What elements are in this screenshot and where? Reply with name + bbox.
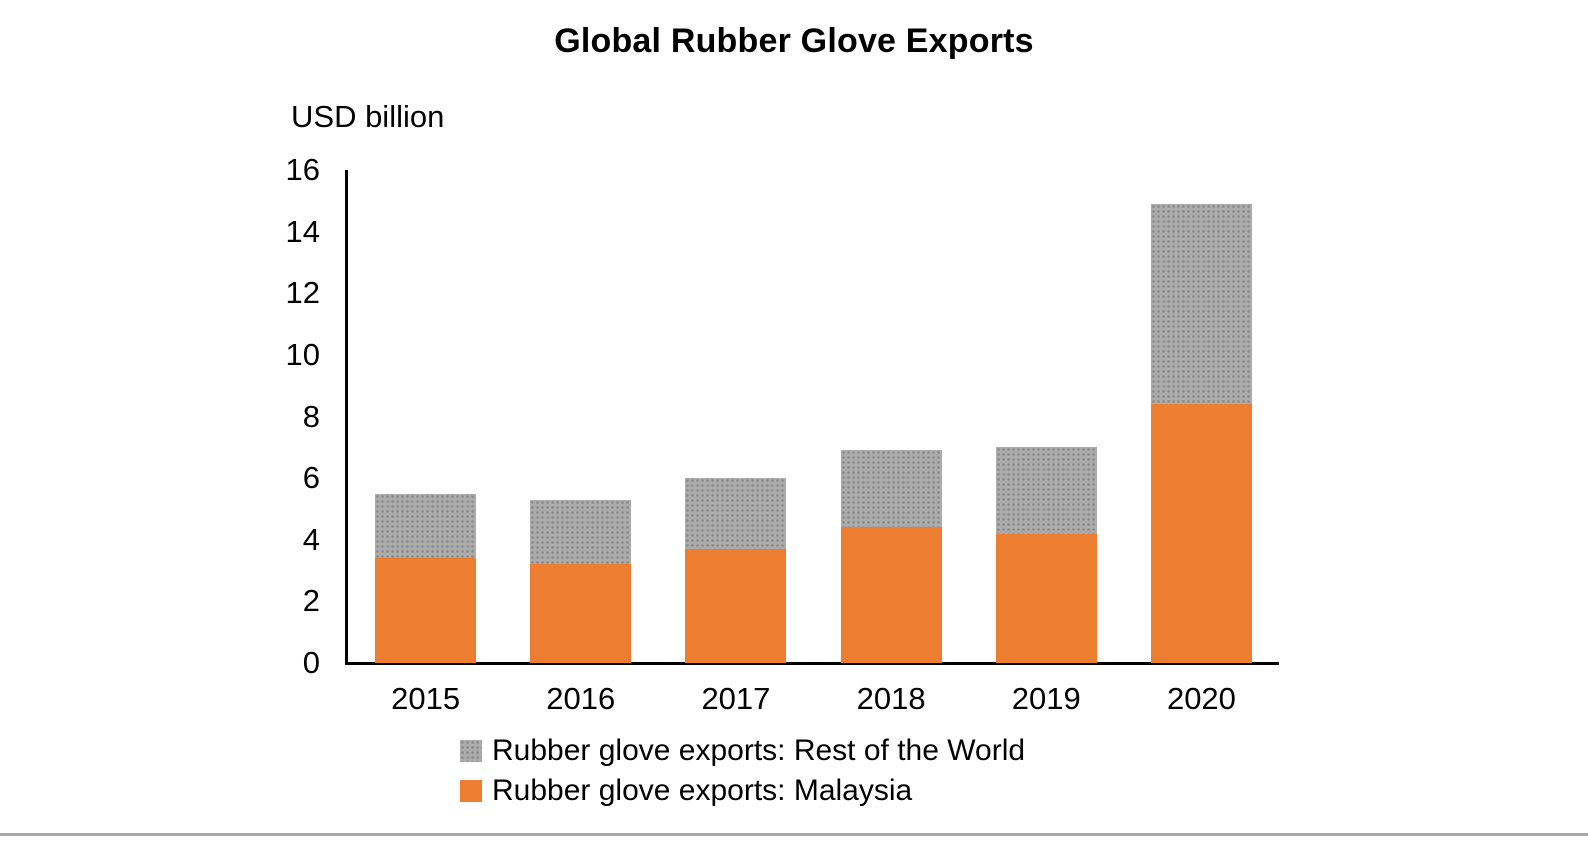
plot-area: 0 2 4 6 8 10 12 14 16 2015 2016 2017 2018 2019 2020 — [286, 152, 1279, 716]
legend-swatch-icon — [460, 780, 482, 802]
chart-title: Global Rubber Glove Exports — [554, 22, 1034, 60]
bar-slot-2015 — [348, 170, 503, 663]
bar-2015 — [375, 493, 477, 663]
bar-segment-2017-rest-of-world — [685, 478, 787, 549]
x-label-2015: 2015 — [391, 681, 461, 716]
y-tick-label-16: 16 — [285, 152, 320, 187]
x-label-2020: 2020 — [1166, 681, 1236, 716]
x-label-2018: 2018 — [856, 681, 926, 716]
bar-segment-2020-malaysia — [1150, 404, 1252, 663]
y-tick-label-0: 0 — [302, 645, 320, 680]
legend-item-0: Rubber glove exports: Rest of the World — [460, 731, 1025, 771]
y-tick-label-12: 12 — [285, 275, 320, 311]
bar-segment-2018-rest-of-world — [840, 450, 942, 528]
bar-slot-2016 — [503, 170, 658, 663]
bottom-divider-line — [0, 833, 1588, 836]
bar-slot-2017 — [658, 170, 813, 663]
bar-segment-2019-malaysia — [995, 533, 1097, 663]
bar-2016 — [530, 499, 632, 663]
bar-2020 — [1150, 203, 1252, 663]
legend-label: Rubber glove exports: Malaysia — [492, 774, 913, 807]
bar-segment-2016-malaysia — [530, 564, 632, 663]
bar-slot-2020 — [1124, 170, 1279, 663]
x-label-2019: 2019 — [1011, 681, 1081, 716]
y-tick-label-4: 4 — [302, 521, 320, 557]
x-label-2017: 2017 — [701, 681, 771, 716]
bar-slot-2019 — [969, 170, 1124, 663]
y-tick-label-2: 2 — [302, 583, 320, 619]
legend: Rubber glove exports: Rest of the World R… — [460, 731, 1025, 811]
bar-2019 — [995, 447, 1097, 663]
legend-item-1: Rubber glove exports: Malaysia — [460, 771, 1025, 811]
bar-segment-2017-malaysia — [685, 549, 787, 663]
x-label-2016: 2016 — [546, 681, 616, 716]
y-tick-label-14: 14 — [285, 213, 320, 249]
bar-segment-2019-rest-of-world — [995, 447, 1097, 534]
legend-label: Rubber glove exports: Rest of the World — [492, 734, 1026, 767]
bar-2017 — [685, 478, 787, 663]
bars-container — [348, 170, 1279, 663]
bar-segment-2018-malaysia — [840, 527, 942, 663]
bar-slot-2018 — [814, 170, 969, 663]
y-axis-line — [345, 170, 348, 665]
bar-2018 — [840, 450, 942, 663]
bar-segment-2015-malaysia — [375, 558, 477, 663]
legend-swatch-icon — [460, 740, 482, 762]
bar-segment-2016-rest-of-world — [530, 499, 632, 565]
x-axis-labels: 2015 2016 2017 2018 2019 2020 — [348, 679, 1279, 719]
bar-segment-2020-rest-of-world — [1150, 203, 1252, 405]
x-axis-line — [345, 662, 1279, 665]
y-tick-label-8: 8 — [302, 398, 320, 434]
y-tick-label-10: 10 — [285, 336, 320, 372]
y-axis-unit-label: USD billion — [291, 99, 445, 134]
y-tick-label-6: 6 — [302, 460, 320, 496]
bar-segment-2015-rest-of-world — [375, 493, 477, 559]
